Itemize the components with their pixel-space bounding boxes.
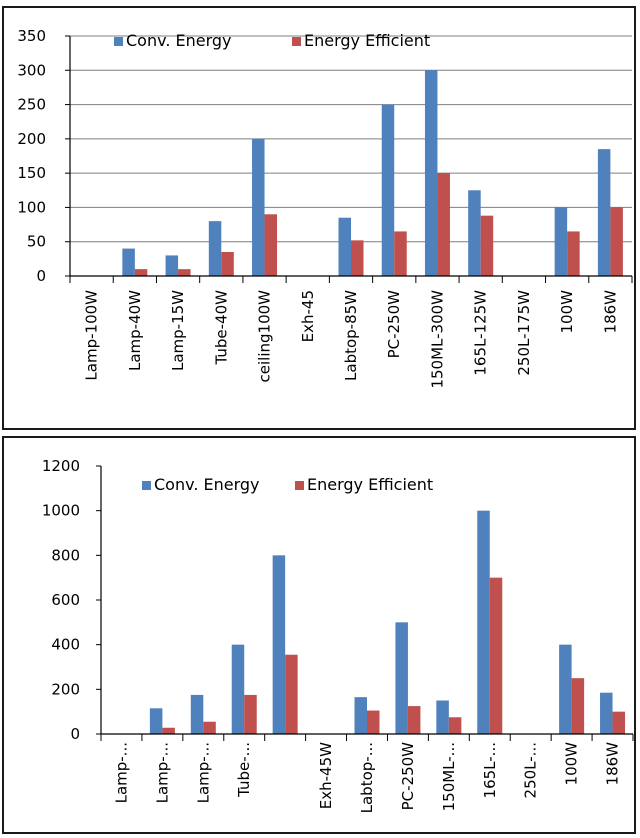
chart-2-bar-s0-9	[477, 510, 490, 734]
chart-2-bar-s1-2	[203, 721, 216, 734]
chart-2-bar-s0-12	[600, 692, 613, 734]
chart-2-ytick-label-0: 0	[70, 725, 80, 743]
chart-1-ytick-label-5: 250	[17, 96, 46, 114]
chart-2-bar-s1-1	[162, 727, 175, 734]
chart-2-bar-s1-4	[285, 654, 298, 734]
chart-1-legend-label-0: Conv. Energy	[126, 31, 232, 50]
chart-1-category-label-4: ceiling100W	[256, 290, 274, 383]
chart-1-bar-s0-7	[381, 104, 395, 276]
chart-1-category-label-7: PC-250W	[385, 290, 403, 359]
chart-bottom-svg: 0 200 400 600 800 1000 1200 Lamp-... Lamp-... Lam…	[42, 457, 634, 813]
chart-1-bar-s1-12	[610, 207, 623, 276]
chart-2-legend-swatch-0	[142, 481, 151, 490]
chart-1-bar-s1-4	[264, 214, 278, 276]
chart-2-bar-s1-6	[367, 710, 380, 734]
chart-1-ytick-label-1: 50	[27, 233, 46, 251]
chart-1-bar-s0-1	[122, 248, 135, 276]
chart-1-bar-s0-8	[424, 70, 438, 277]
chart-1-bar-s1-9	[480, 215, 494, 276]
chart-2-bar-s1-11	[571, 678, 585, 734]
chart-1-ytick-label-4: 200	[17, 130, 46, 148]
chart-2-bar-s0-6	[354, 697, 367, 734]
chart-1-bar-s1-7	[394, 231, 407, 276]
chart-2-bar-s1-9	[489, 577, 503, 734]
chart-2-category-label-7: PC-250W	[399, 742, 417, 811]
chart-2-bar-s0-7	[395, 622, 408, 734]
chart-2-category-label-2: Lamp-...	[194, 742, 212, 803]
chart-1-ytick-label-6: 300	[17, 61, 46, 79]
chart-2-legend-label-0: Conv. Energy	[154, 475, 260, 494]
chart-2-ytick-label-2: 400	[51, 636, 80, 654]
chart-2-ytick-label-6: 1200	[42, 457, 80, 475]
chart-2-bar-s1-7	[407, 706, 421, 734]
chart-1-ytick-label-0: 0	[36, 267, 46, 285]
chart-2-category-label-1: Lamp-...	[153, 742, 171, 803]
chart-2-ytick-label-3: 600	[51, 591, 80, 609]
chart-panel-top: 0 50 100 150 200 250 300 350 Lamp-100W Lamp-40W La…	[2, 6, 636, 430]
chart-1-category-label-8: 150ML-300W	[428, 290, 446, 389]
chart-1-bar-s0-6	[338, 217, 351, 276]
chart-1-legend-label-1: Energy Efficient	[304, 31, 430, 50]
chart-2-bar-s1-12	[612, 711, 626, 734]
chart-1-bar-s1-1	[134, 269, 148, 276]
chart-2-category-label-12: 186W	[604, 742, 622, 786]
chart-2-ytick-label-4: 800	[51, 546, 80, 564]
chart-2-legend-label-1: Energy Efficient	[307, 475, 433, 494]
chart-2-bar-s0-1	[149, 708, 163, 734]
chart-1-bar-s1-2	[178, 269, 191, 276]
chart-1-category-label-0: Lamp-100W	[83, 290, 101, 381]
chart-2-category-label-0: Lamp-...	[112, 742, 130, 803]
chart-2-legend-swatch-1	[295, 481, 304, 490]
chart-2-bar-s0-2	[190, 694, 204, 734]
chart-1-category-label-9: 165L-125W	[472, 290, 490, 376]
chart-1-bar-s1-6	[351, 240, 364, 276]
chart-1-bar-s1-3	[221, 252, 234, 276]
chart-1-bar-s0-3	[208, 221, 222, 276]
chart-1-ytick-label-3: 150	[17, 164, 46, 182]
chart-1-category-label-10: 250L-175W	[515, 290, 533, 376]
chart-1-bar-s0-11	[554, 207, 568, 276]
chart-panel-bottom: 0 200 400 600 800 1000 1200 Lamp-... Lamp-... Lam…	[2, 436, 636, 834]
chart-top-svg: 0 50 100 150 200 250 300 350 Lamp-100W Lamp-40W La…	[17, 27, 633, 389]
chart-2-bar-s1-3	[244, 694, 257, 734]
chart-2-bar-s0-4	[272, 555, 286, 734]
chart-1-bar-s1-11	[567, 231, 580, 276]
chart-1-category-label-5: Exh-45	[299, 290, 317, 342]
chart-2-category-label-3: Tube-...	[235, 742, 253, 798]
chart-1-ytick-label-7: 350	[17, 27, 46, 45]
chart-2-bar-s0-3	[231, 644, 245, 734]
chart-1-category-label-6: Labtop-85W	[342, 290, 360, 381]
chart-1-bar-s0-2	[165, 255, 179, 276]
chart-1-bar-s0-4	[252, 138, 265, 276]
chart-1-ytick-label-2: 100	[17, 198, 46, 216]
chart-2-category-label-11: 100W	[563, 742, 581, 786]
chart-1-category-label-2: Lamp-15W	[169, 290, 187, 371]
chart-2-ytick-label-5: 1000	[42, 502, 80, 520]
chart-2-category-label-8: 150ML-...	[440, 742, 458, 811]
chart-1-bar-s0-9	[468, 190, 481, 276]
chart-2-category-label-5: Exh-45W	[317, 742, 335, 809]
chart-1-category-label-11: 100W	[558, 290, 576, 334]
chart-2-category-label-10: 250L-...	[522, 742, 540, 798]
chart-2-bar-s0-11	[559, 644, 572, 734]
chart-2-bar-s1-8	[448, 717, 462, 734]
chart-1-bar-s1-8	[437, 173, 450, 276]
chart-1-category-label-3: Tube-40W	[212, 290, 230, 366]
chart-1-legend-swatch-1	[292, 37, 301, 46]
chart-2-category-label-6: Labtop-...	[358, 742, 376, 813]
chart-1-category-label-12: 186W	[601, 290, 619, 334]
chart-1-legend-swatch-0	[114, 37, 123, 46]
chart-1-bar-s0-12	[597, 149, 611, 276]
chart-1-category-label-1: Lamp-40W	[126, 290, 144, 371]
chart-2-bar-s0-8	[436, 700, 449, 734]
chart-2-category-label-9: 165L-...	[481, 742, 499, 798]
chart-2-ytick-label-1: 200	[51, 680, 80, 698]
